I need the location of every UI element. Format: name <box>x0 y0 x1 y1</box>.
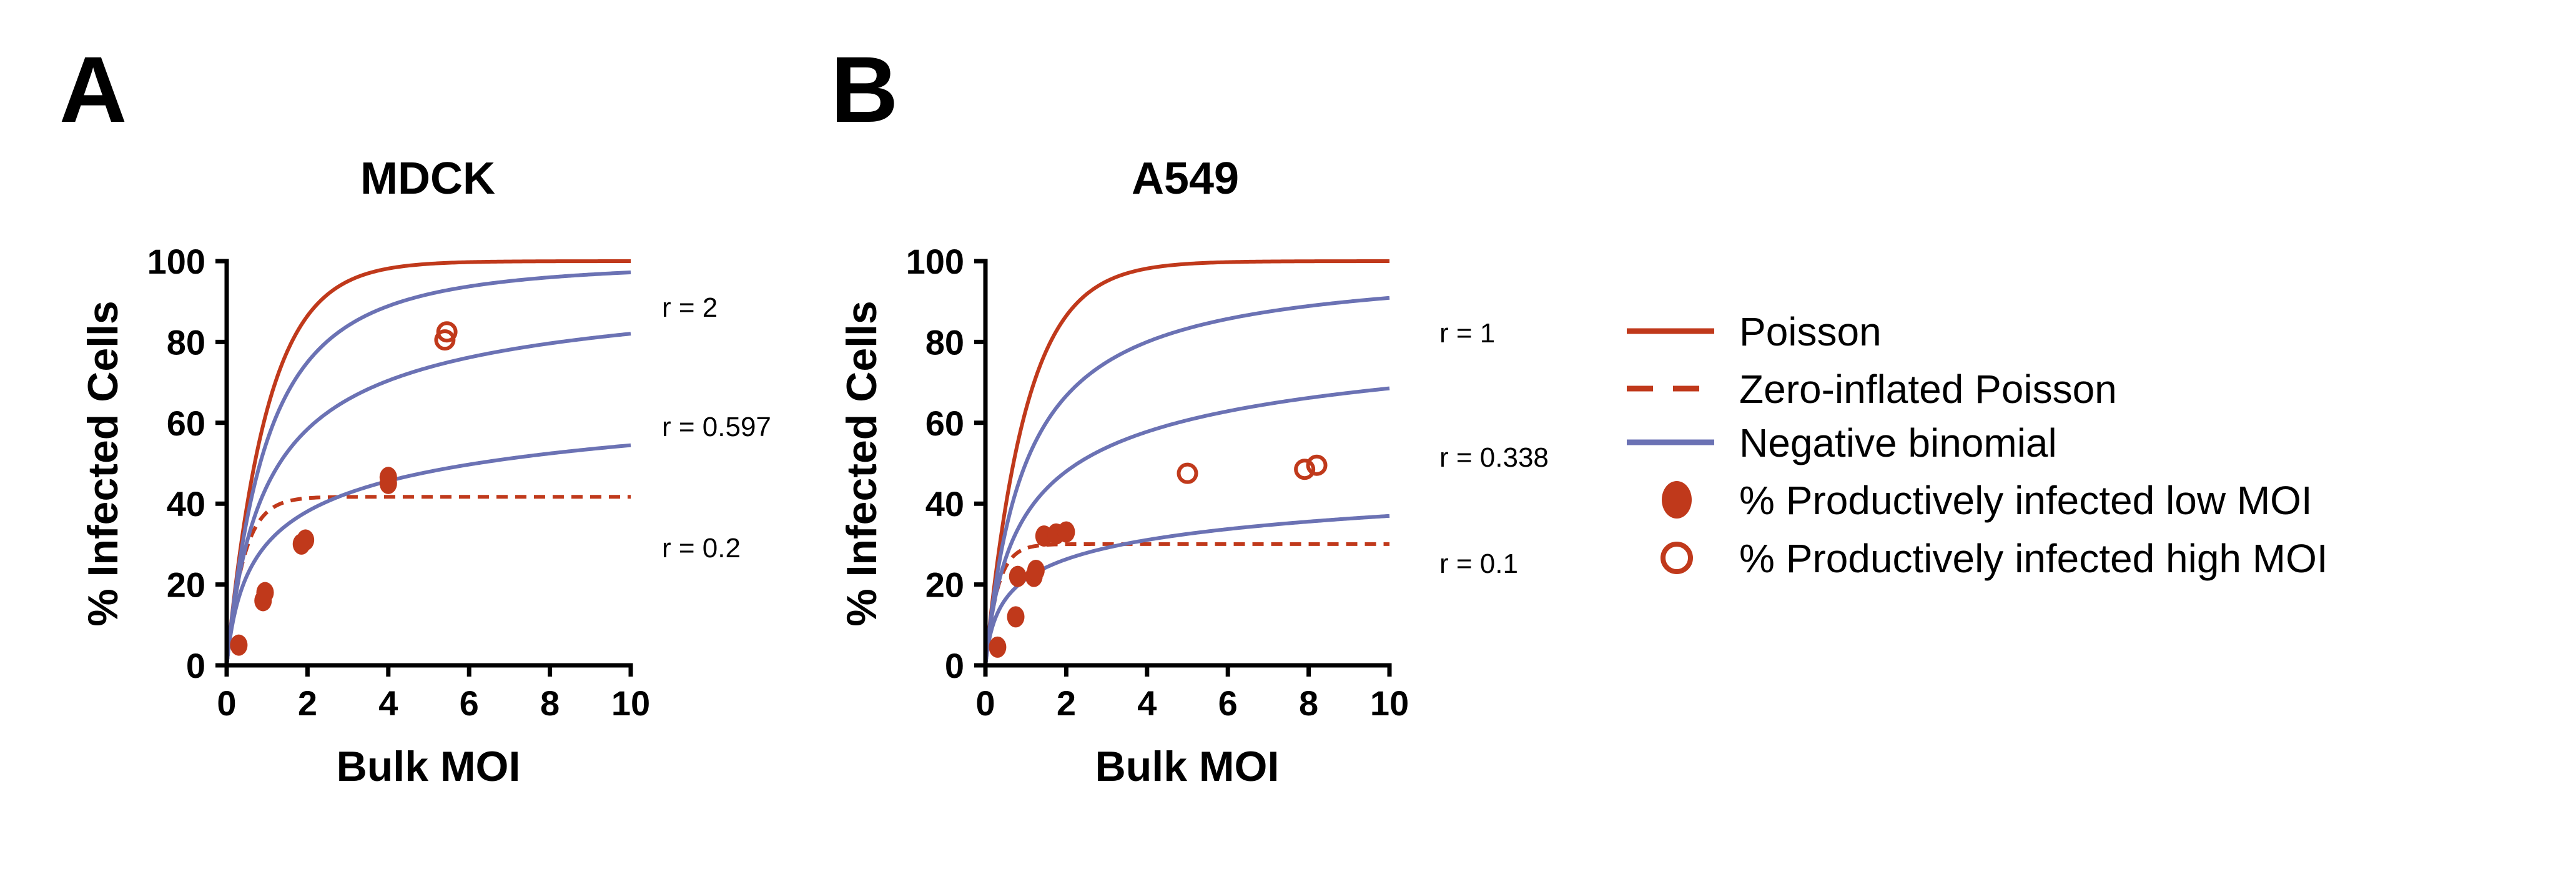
panel-b-x-tick-label: 10 <box>1370 683 1409 723</box>
panel-a-y-tick-label: 80 <box>167 322 205 362</box>
legend-label-low-moi: % Productively infected low MOI <box>1739 478 2312 523</box>
panel-a-annotation-r-2: r = 2 <box>662 292 718 323</box>
panel-b-title: A549 <box>1132 154 1239 204</box>
panel-a-y-axis-label: % Infected Cells <box>79 300 127 627</box>
panel-b-x-tick-label: 2 <box>1057 683 1076 723</box>
panel-a-y-tick-label: 40 <box>167 484 205 524</box>
legend: Poisson Zero-inflated Poisson Negative b… <box>1627 309 2328 581</box>
panel-b-point-high-moi <box>1177 462 1198 484</box>
legend-swatch-open-circle <box>1661 542 1693 574</box>
panel-b-annotation-r-0-1: r = 0.1 <box>1439 549 1518 579</box>
panel-a-y-tick-label: 100 <box>147 242 205 281</box>
legend-label-negative-binomial: Negative binomial <box>1739 420 2057 465</box>
legend-swatch-filled-circle <box>1662 481 1692 519</box>
panel-b-point-low-moi <box>1007 606 1025 628</box>
panel-a-x-tick-label: 8 <box>540 683 560 723</box>
panel-a-curve-zero-inflated-poisson <box>225 495 631 666</box>
legend-item-poisson: Poisson <box>1627 309 1882 354</box>
panel-b-letter: B <box>831 37 898 142</box>
panel-b-y-tick-label: 60 <box>925 404 964 443</box>
panel-a-x-tick-label: 4 <box>378 683 398 723</box>
panel-a-x-axis-label: Bulk MOI <box>337 743 521 790</box>
panel-a-point-low-moi <box>297 529 315 551</box>
legend-item-zero-inflated-poisson: Zero-inflated Poisson <box>1627 367 2117 412</box>
panel-a-x-tick-label: 10 <box>611 683 650 723</box>
panel-a-x-tick-label: 2 <box>298 683 317 723</box>
panel-a-x-tick-label: 0 <box>217 683 236 723</box>
legend-label-zero-inflated-poisson: Zero-inflated Poisson <box>1739 367 2117 412</box>
panel-b-x-axis-label: Bulk MOI <box>1095 743 1280 790</box>
panel-b-curve-poisson <box>984 259 1390 666</box>
panel-b-curve-negative-binomial-r-1 <box>984 295 1390 666</box>
panel-b-annotation-r-1: r = 1 <box>1439 318 1495 349</box>
panel-a-curve-negative-binomial-r-0-597 <box>225 332 631 666</box>
panel-a-point-low-moi <box>379 467 397 489</box>
panel-b-point-low-moi <box>989 636 1007 658</box>
panel-b-y-axis-label: % Infected Cells <box>838 300 886 627</box>
panel-b-point-high-moi <box>1294 459 1316 480</box>
panel-a-letter: A <box>59 37 127 142</box>
panel-b-x-tick-label: 0 <box>975 683 995 723</box>
panel-a-curve-negative-binomial-r-0-2 <box>225 443 631 666</box>
panel-b-annotation-r-0-338: r = 0.338 <box>1439 442 1549 473</box>
panel-a-annotation-r-0-597: r = 0.597 <box>662 412 771 442</box>
panel-b-y-tick-label: 100 <box>906 242 964 281</box>
panel-b-y-tick-label: 20 <box>925 565 964 605</box>
legend-item-negative-binomial: Negative binomial <box>1627 420 2057 465</box>
panel-b-y-tick-label: 40 <box>925 484 964 524</box>
panel-a-point-low-moi <box>230 634 248 656</box>
panel-a-y-tick-label: 20 <box>167 565 205 605</box>
panel-a-annotation-r-0-2: r = 0.2 <box>662 533 741 564</box>
panel-a-plot-area <box>225 259 631 666</box>
panel-a-title: MDCK <box>360 154 495 204</box>
panel-b-curve-negative-binomial-r-0-1 <box>984 514 1390 666</box>
panel-b-x-tick-label: 6 <box>1218 683 1238 723</box>
panel-b-point-low-moi <box>1009 565 1027 587</box>
panel-a-y-tick-label: 0 <box>186 646 205 685</box>
panel-b-plot-area <box>984 259 1390 666</box>
panel-a-x-tick-label: 6 <box>460 683 479 723</box>
legend-item-low-moi: % Productively infected low MOI <box>1662 478 2312 523</box>
panel-a-point-low-moi <box>256 582 274 603</box>
panel-b-point-low-moi <box>1057 521 1075 543</box>
panel-b-x-tick-label: 8 <box>1299 683 1318 723</box>
panel-b-x-tick-label: 4 <box>1137 683 1157 723</box>
panel-b-point-low-moi <box>1027 559 1045 581</box>
panel-a-curve-negative-binomial-r-2 <box>225 270 631 666</box>
panel-b-point-high-moi <box>1306 454 1328 476</box>
legend-label-high-moi: % Productively infected high MOI <box>1739 536 2328 581</box>
panel-b-curve-zero-inflated-poisson <box>984 542 1390 666</box>
legend-item-high-moi: % Productively infected high MOI <box>1661 536 2328 581</box>
panel-b-y-tick-label: 0 <box>945 646 964 685</box>
panel-b-curve-negative-binomial-r-0-338 <box>984 386 1390 666</box>
panel-b-y-tick-label: 80 <box>925 322 964 362</box>
panel-a-point-high-moi <box>436 321 458 343</box>
panel-a-curve-poisson <box>225 259 631 666</box>
legend-label-poisson: Poisson <box>1739 309 1882 354</box>
panel-a-y-tick-label: 60 <box>167 404 205 443</box>
